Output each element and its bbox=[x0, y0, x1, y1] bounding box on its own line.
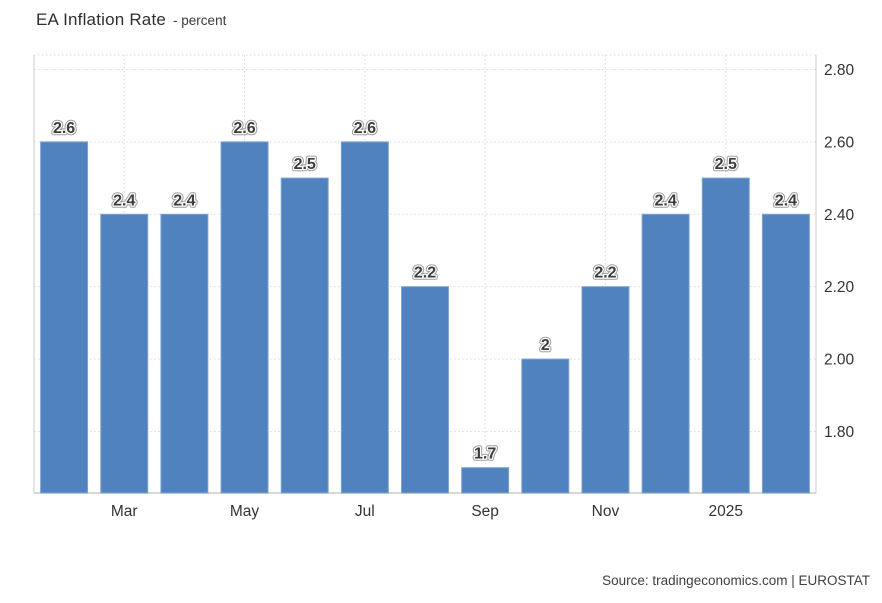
bar[interactable] bbox=[40, 141, 89, 494]
bar-value-label: 2.6 bbox=[53, 120, 75, 137]
bar-value-outline: 2.6 bbox=[233, 120, 255, 137]
bar-value-label: 2.4 bbox=[775, 192, 797, 209]
bar-value-outline: 2.4 bbox=[173, 192, 195, 209]
bar[interactable] bbox=[641, 213, 690, 494]
bar-value-outline: 2.5 bbox=[294, 156, 316, 173]
bar-value-outline: 2.6 bbox=[354, 120, 376, 137]
x-tick-label: May bbox=[230, 503, 260, 520]
bar-value-outline: 2.6 bbox=[53, 120, 75, 137]
bar[interactable] bbox=[220, 141, 269, 494]
bar-value-label: 2.6 bbox=[354, 120, 376, 137]
bar-value-outline: 2.6 bbox=[354, 120, 376, 137]
bar-value-outline: 2.4 bbox=[775, 192, 797, 209]
bar-value-label: 2.2 bbox=[594, 265, 616, 282]
bar-value-outline: 2.2 bbox=[414, 265, 436, 282]
bar-value-outline: 2.4 bbox=[173, 192, 195, 209]
bar-value-outline: 2.2 bbox=[594, 265, 616, 282]
bar[interactable] bbox=[100, 213, 149, 494]
bar-value-outline: 2 bbox=[541, 337, 550, 354]
bar-value-label: 2.2 bbox=[414, 265, 436, 282]
bar-chart[interactable]: 2.62.62.62.42.42.4 2.42.42.42.62.62.62.52… bbox=[0, 0, 882, 560]
bar-value-label: 2.4 bbox=[654, 192, 676, 209]
bar-value-label: 2.6 bbox=[233, 120, 255, 137]
chart-header: EA Inflation Rate - percent bbox=[36, 10, 226, 30]
y-tick-label: 1.80 bbox=[824, 424, 855, 441]
bar-value-outline: 2 bbox=[541, 337, 550, 354]
y-tick-label: 2.20 bbox=[824, 279, 855, 296]
bar-value-outline: 2.4 bbox=[654, 192, 676, 209]
bar-value-label: 2.4 bbox=[173, 192, 195, 209]
bar-value-outline: 2.2 bbox=[414, 265, 436, 282]
bar-value-outline: 2.6 bbox=[53, 120, 75, 137]
bar-value-outline: 2.5 bbox=[294, 156, 316, 173]
bar-value-outline: 2.2 bbox=[594, 265, 616, 282]
bar-value-outline: 2.5 bbox=[715, 156, 737, 173]
bar-value-outline: 2.5 bbox=[715, 156, 737, 173]
bar-value-label: 2.4 bbox=[113, 192, 135, 209]
bar-value-label: 2.5 bbox=[294, 156, 316, 173]
bar-value-outline: 1.7 bbox=[474, 446, 496, 463]
bar-value-outline: 2.6 bbox=[233, 120, 255, 137]
bar-value-outline: 1.7 bbox=[474, 446, 496, 463]
bar[interactable] bbox=[701, 177, 750, 494]
x-tick-label: Jul bbox=[355, 503, 375, 520]
x-tick-label: 2025 bbox=[709, 503, 743, 520]
y-tick-label: 2.40 bbox=[824, 207, 855, 224]
chart-title: EA Inflation Rate bbox=[36, 10, 167, 29]
bar-value-outline: 2.4 bbox=[775, 192, 797, 209]
bar[interactable] bbox=[401, 286, 449, 494]
bar[interactable] bbox=[461, 467, 510, 494]
bar-value-label: 2.5 bbox=[715, 156, 737, 173]
source-attribution: Source: tradingeconomics.com | EUROSTAT bbox=[602, 573, 870, 588]
chart-subtitle: - percent bbox=[173, 13, 227, 28]
y-tick-label: 2.60 bbox=[824, 134, 855, 151]
bar[interactable] bbox=[280, 177, 329, 494]
x-tick-label: Nov bbox=[592, 503, 620, 520]
bar[interactable] bbox=[581, 286, 630, 494]
bar-value-outline: 2.4 bbox=[654, 192, 676, 209]
x-tick-label: Mar bbox=[111, 503, 138, 520]
bar[interactable] bbox=[160, 213, 209, 494]
x-tick-label: Sep bbox=[471, 503, 499, 520]
y-tick-label: 2.00 bbox=[824, 352, 855, 369]
bar[interactable] bbox=[340, 141, 389, 494]
y-tick-label: 2.80 bbox=[824, 62, 855, 79]
bar-value-outline: 2.4 bbox=[113, 192, 135, 209]
bar-value-label: 1.7 bbox=[474, 446, 496, 463]
bar[interactable] bbox=[521, 358, 570, 494]
bar-value-label: 2 bbox=[541, 337, 550, 354]
bar-value-outline: 2.4 bbox=[113, 192, 135, 209]
bar[interactable] bbox=[761, 213, 810, 494]
